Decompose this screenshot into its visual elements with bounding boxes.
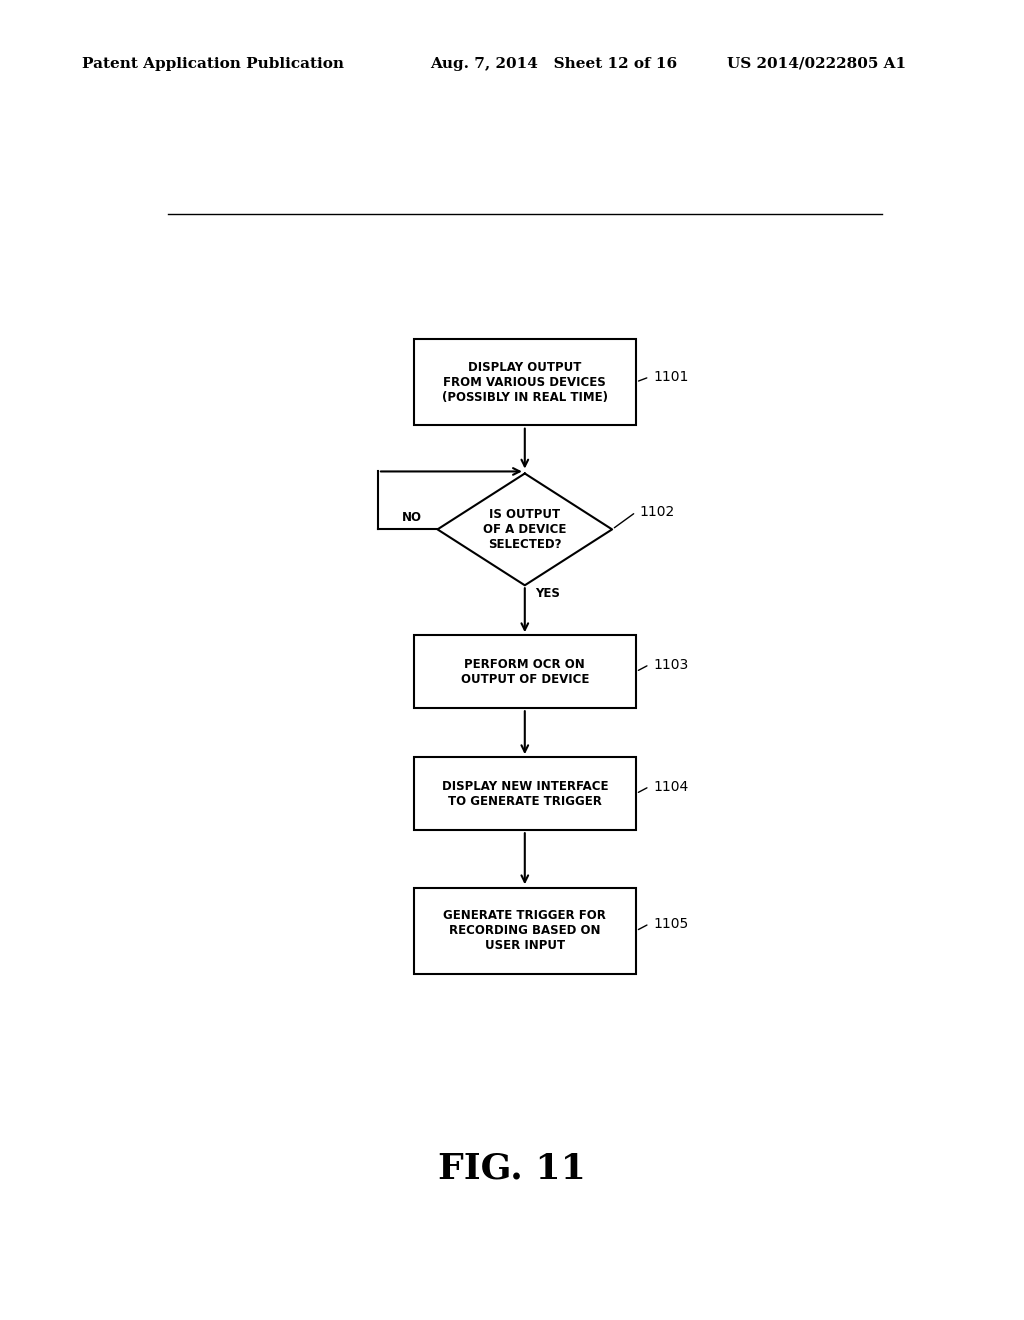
Bar [414, 758, 636, 830]
Text: FIG. 11: FIG. 11 [438, 1151, 586, 1185]
Bar [414, 887, 636, 974]
Polygon shape [437, 474, 612, 585]
Text: 1102: 1102 [640, 506, 675, 519]
Text: GENERATE TRIGGER FOR
RECORDING BASED ON
USER INPUT: GENERATE TRIGGER FOR RECORDING BASED ON … [443, 909, 606, 952]
Bar [414, 635, 636, 709]
Text: US 2014/0222805 A1: US 2014/0222805 A1 [727, 57, 906, 71]
Text: PERFORM OCR ON
OUTPUT OF DEVICE: PERFORM OCR ON OUTPUT OF DEVICE [461, 657, 589, 685]
Text: DISPLAY OUTPUT
FROM VARIOUS DEVICES
(POSSIBLY IN REAL TIME): DISPLAY OUTPUT FROM VARIOUS DEVICES (POS… [441, 360, 608, 404]
Text: DISPLAY NEW INTERFACE
TO GENERATE TRIGGER: DISPLAY NEW INTERFACE TO GENERATE TRIGGE… [441, 780, 608, 808]
Text: 1104: 1104 [653, 780, 688, 793]
Text: 1101: 1101 [653, 370, 689, 384]
Text: 1105: 1105 [653, 917, 688, 931]
Text: YES: YES [536, 587, 560, 599]
Text: NO: NO [402, 511, 422, 524]
Bar [414, 339, 636, 425]
Text: Patent Application Publication: Patent Application Publication [82, 57, 344, 71]
Text: IS OUTPUT
OF A DEVICE
SELECTED?: IS OUTPUT OF A DEVICE SELECTED? [483, 508, 566, 550]
Text: Aug. 7, 2014   Sheet 12 of 16: Aug. 7, 2014 Sheet 12 of 16 [430, 57, 677, 71]
Text: 1103: 1103 [653, 657, 688, 672]
